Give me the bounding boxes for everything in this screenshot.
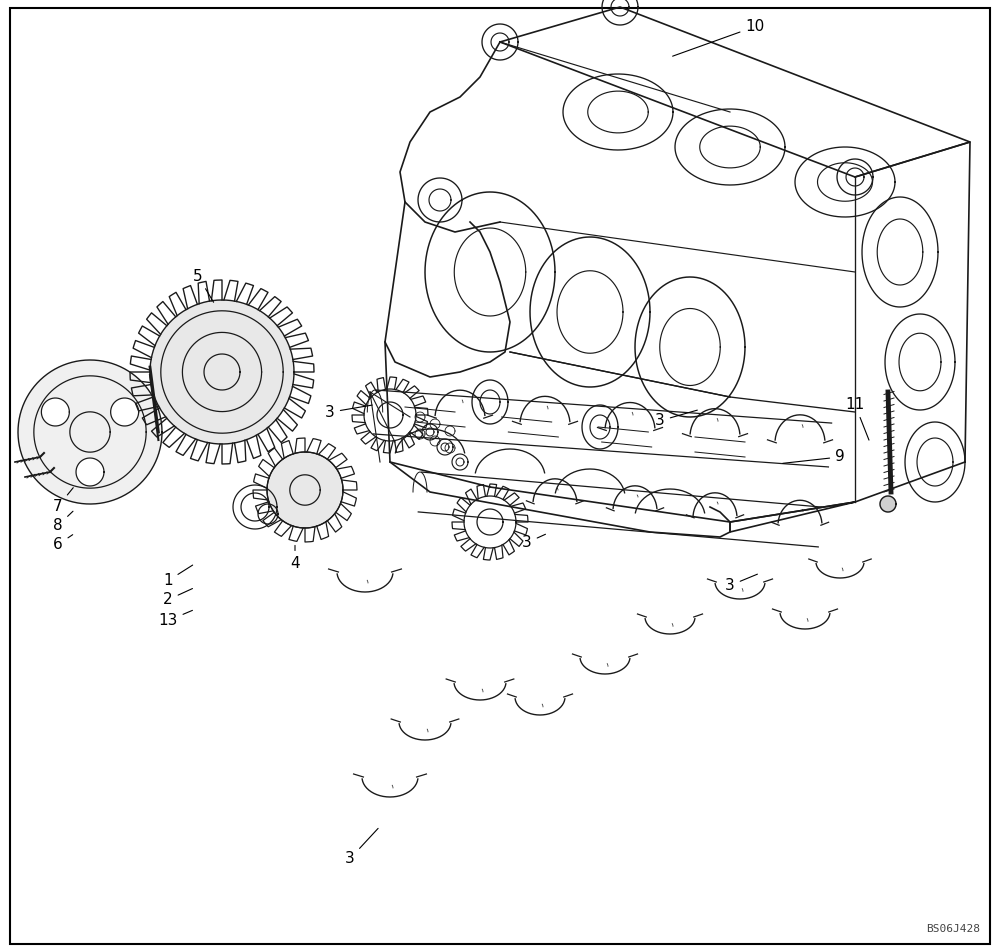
Text: 7: 7: [53, 487, 73, 514]
Text: 1: 1: [163, 565, 193, 588]
Text: 13: 13: [158, 610, 192, 628]
Text: 6: 6: [53, 535, 73, 552]
Text: 3: 3: [725, 574, 757, 593]
Text: 11: 11: [845, 397, 869, 440]
Text: 5: 5: [193, 268, 214, 302]
Polygon shape: [267, 452, 343, 528]
Text: 3: 3: [522, 534, 545, 550]
Text: 3: 3: [655, 410, 697, 428]
Polygon shape: [76, 458, 104, 486]
Text: 9: 9: [783, 449, 845, 465]
Text: 3: 3: [325, 405, 372, 420]
Polygon shape: [41, 398, 69, 426]
Polygon shape: [111, 398, 139, 426]
Text: 8: 8: [53, 511, 73, 533]
Text: 3: 3: [345, 828, 378, 866]
Text: 2: 2: [163, 588, 192, 607]
Polygon shape: [18, 360, 162, 504]
Polygon shape: [880, 496, 896, 512]
Text: 4: 4: [290, 545, 300, 571]
Polygon shape: [150, 300, 294, 444]
Text: 10: 10: [673, 19, 765, 56]
Text: BS06J428: BS06J428: [926, 924, 980, 934]
